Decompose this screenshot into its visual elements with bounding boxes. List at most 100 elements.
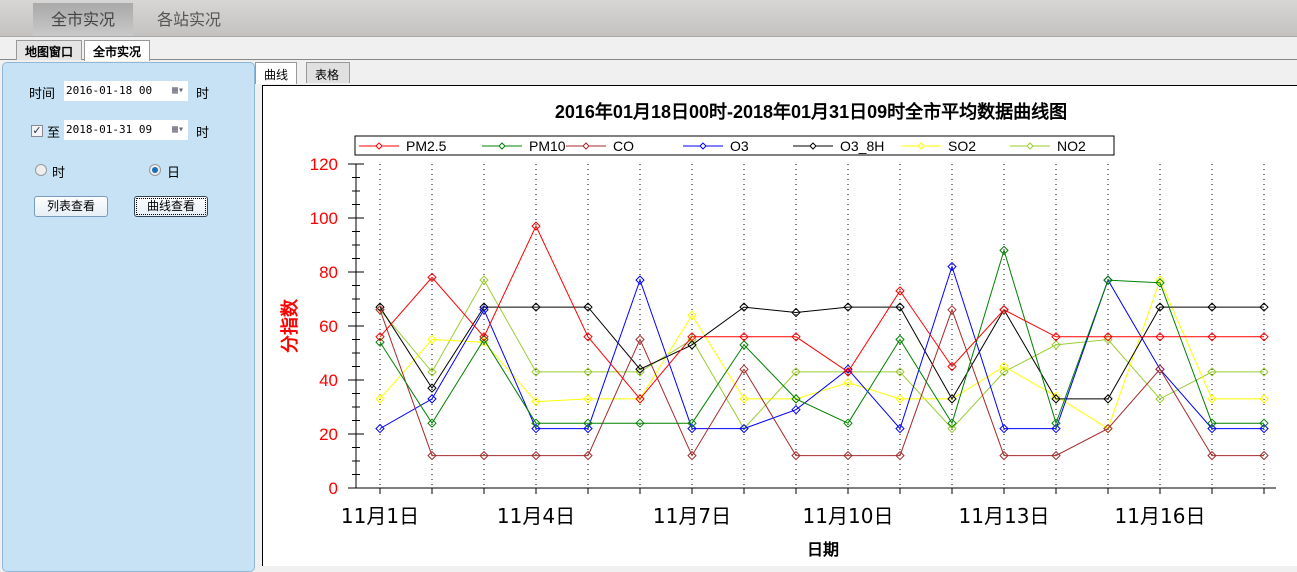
data-point-CO [479, 450, 489, 461]
data-point-NO2 [479, 275, 489, 285]
data-point-PM2.5 [1051, 332, 1061, 342]
curve-view-button[interactable]: 曲线查看 [134, 196, 208, 217]
series-line-NO2 [379, 279, 1264, 430]
data-point-O3 [687, 423, 697, 434]
data-point-PM10 [1207, 418, 1217, 428]
legend-label-PM10: PM10 [529, 138, 566, 154]
legend-label-CO: CO [613, 138, 634, 154]
end-date-value: 2018-01-31 09 [66, 123, 153, 136]
data-point-PM2.5 [1259, 332, 1269, 342]
data-point-CO [583, 450, 593, 461]
legend-marker-O3_8H [809, 142, 817, 150]
tab-table[interactable]: 表格 [306, 62, 350, 83]
x-tick-label: 11月10日 [803, 504, 894, 528]
data-point-CO [739, 364, 749, 374]
data-point-O3_8H [947, 394, 957, 404]
data-point-PM2.5 [427, 272, 437, 283]
data-point-O3 [895, 423, 905, 434]
hour-suffix: 时 [196, 87, 210, 102]
end-date-checkbox[interactable]: ✓ [31, 124, 43, 137]
data-point-NO2 [1259, 367, 1269, 377]
data-point-SO2 [375, 394, 385, 404]
data-point-SO2 [739, 394, 749, 404]
data-point-O3_8H [1051, 394, 1061, 404]
data-point-O3 [531, 423, 541, 434]
calendar-dropdown-icon[interactable]: ▦▾ [171, 124, 184, 135]
data-point-PM10 [687, 418, 697, 428]
y-tick-label: 80 [319, 263, 338, 282]
data-point-NO2 [583, 367, 593, 377]
data-point-O3_8H [739, 302, 749, 312]
data-point-PM10 [583, 418, 593, 428]
y-tick-label: 60 [319, 317, 338, 336]
hour-suffix: 时 [196, 126, 210, 141]
series-line-SO2 [379, 278, 1264, 430]
data-point-O3_8H [531, 302, 541, 312]
query-panel: 时间 2016-01-18 00 ▦▾ 时 ✓ 至 2018-01-31 09 ▦▾… [2, 62, 255, 572]
data-point-PM2.5 [947, 361, 957, 372]
data-point-O3 [375, 423, 385, 434]
data-point-CO [1155, 364, 1165, 374]
series-line-PM10 [379, 248, 1264, 425]
data-point-O3_8H [635, 364, 645, 374]
legend-box [354, 135, 1115, 156]
legend-label-NO2: NO2 [1057, 138, 1086, 154]
data-point-PM10 [1259, 418, 1269, 428]
data-point-SO2 [895, 394, 905, 404]
legend-label-PM2.5: PM2.5 [406, 138, 447, 154]
data-point-CO [1051, 450, 1061, 461]
data-point-NO2 [1207, 367, 1217, 377]
data-point-NO2 [895, 367, 905, 377]
to-label: 至 [47, 126, 61, 141]
data-point-CO [791, 450, 801, 461]
data-point-PM10 [1051, 418, 1061, 428]
data-point-PM2.5 [843, 367, 853, 377]
end-date-picker[interactable]: 2018-01-31 09 ▦▾ [64, 120, 188, 140]
data-point-NO2 [531, 367, 541, 377]
legend-marker-NO2 [1026, 142, 1034, 150]
data-point-O3 [1051, 423, 1061, 434]
data-point-O3 [635, 275, 645, 285]
top-tab-city[interactable]: 全市实况 [33, 3, 133, 36]
x-tick-label: 11月13日 [959, 504, 1050, 528]
data-point-O3 [999, 423, 1009, 434]
top-tab-stations[interactable]: 各站实况 [156, 10, 221, 29]
data-point-O3 [1259, 423, 1269, 434]
calendar-dropdown-icon[interactable]: ▦▾ [171, 85, 184, 96]
data-point-PM10 [843, 418, 853, 428]
list-view-button[interactable]: 列表查看 [34, 196, 108, 217]
sub-tab-bar: 地图窗口 全市实况 [0, 38, 1297, 61]
data-point-NO2 [791, 367, 801, 377]
data-point-CO [1207, 450, 1217, 461]
start-date-picker[interactable]: 2016-01-18 00 ▦▾ [64, 81, 188, 101]
data-point-O3_8H [583, 302, 593, 312]
data-point-PM2.5 [999, 305, 1009, 315]
data-point-SO2 [427, 334, 437, 345]
legend-marker-O3 [699, 142, 707, 150]
data-point-SO2 [583, 394, 593, 404]
sub-tab-map[interactable]: 地图窗口 [16, 40, 83, 60]
data-point-PM10 [1155, 278, 1165, 288]
data-point-O3_8H [479, 302, 489, 312]
y-tick-label: 120 [310, 155, 338, 174]
data-point-O3 [739, 423, 749, 434]
radio-hour[interactable] [35, 164, 47, 176]
data-point-PM2.5 [531, 221, 541, 231]
data-point-PM10 [999, 245, 1009, 256]
line-chart: 2016年01月18日00时-2018年01月31日09时全市平均数据曲线图 PM… [279, 101, 1276, 559]
series-line-PM2.5 [379, 224, 1264, 400]
data-point-CO [427, 450, 437, 461]
tab-curve[interactable]: 曲线 [255, 62, 298, 84]
data-point-O3 [947, 261, 957, 272]
data-point-PM10 [739, 340, 749, 350]
data-point-PM2.5 [1155, 332, 1165, 342]
x-axis-label: 日期 [807, 540, 839, 559]
sub-tab-city[interactable]: 全市实况 [84, 40, 151, 61]
radio-day[interactable] [149, 164, 161, 176]
x-tick-label: 11月7日 [653, 504, 731, 528]
legend-marker-PM10 [498, 142, 506, 150]
data-point-SO2 [687, 310, 697, 320]
data-point-PM2.5 [687, 332, 697, 342]
data-point-O3_8H [427, 383, 437, 393]
data-point-CO [375, 305, 385, 315]
